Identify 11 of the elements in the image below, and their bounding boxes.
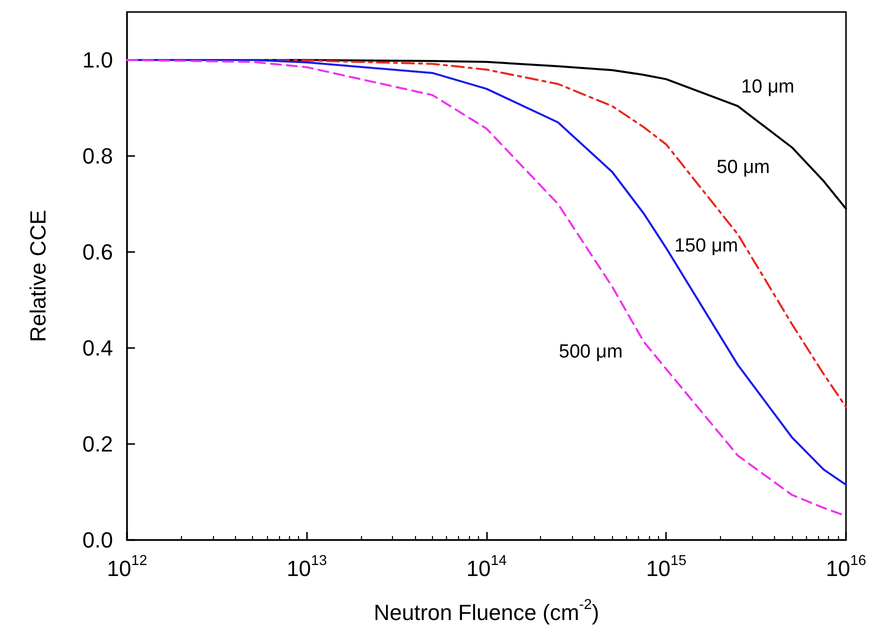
y-axis-title: Relative CCE [26, 210, 50, 342]
y-tick-label: 0.6 [82, 240, 113, 264]
series-label: 10 μm [741, 76, 794, 98]
y-tick-label: 0.2 [82, 432, 113, 456]
series-label: 500 μm [558, 341, 623, 362]
y-tick-label: 0.8 [82, 144, 113, 168]
series-label: 50 μm [716, 156, 770, 178]
y-tick-label: 1.0 [82, 48, 113, 72]
y-tick-label: 0.4 [82, 336, 113, 360]
series-label: 150 μm [674, 236, 738, 257]
y-tick-label: 0.0 [82, 528, 113, 552]
